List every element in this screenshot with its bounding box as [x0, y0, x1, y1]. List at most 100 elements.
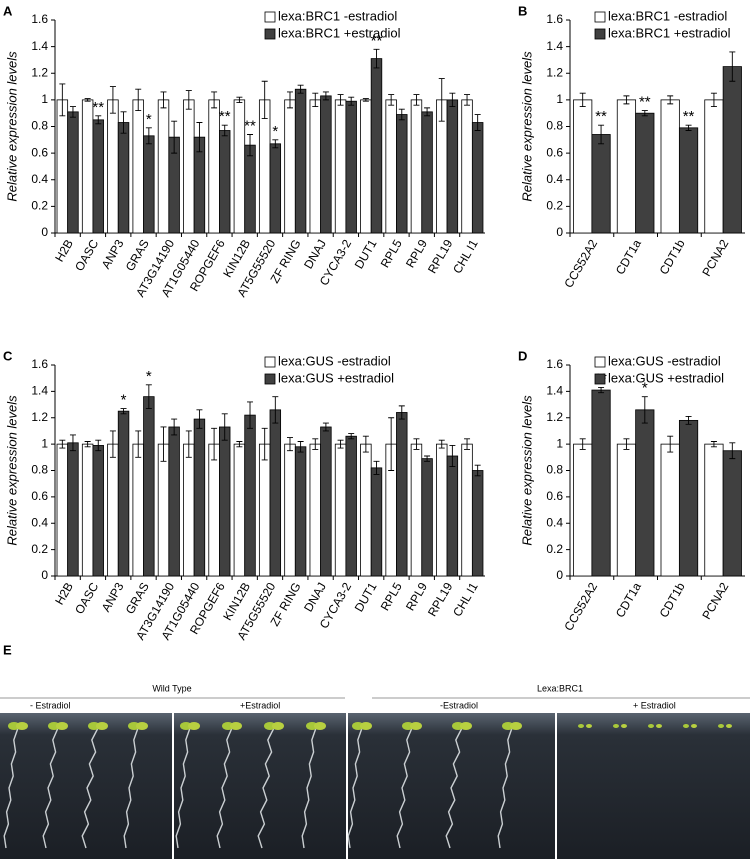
y-tick-label: 0.8	[546, 119, 563, 133]
error-bar	[464, 438, 471, 450]
bar	[56, 99, 69, 234]
y-tick-label: 1	[41, 92, 48, 106]
error-bar	[236, 96, 243, 103]
bar	[294, 446, 307, 577]
error-bar	[438, 78, 445, 122]
significance-label: **	[595, 108, 607, 125]
y-tick-label: 1.4	[31, 39, 48, 53]
error-bar	[667, 95, 674, 105]
x-tick-label: CDT1a	[613, 580, 644, 620]
bar	[81, 99, 94, 234]
root	[42, 727, 59, 849]
significance-label: **	[639, 93, 651, 110]
bar	[244, 414, 256, 577]
error-bar	[120, 408, 127, 415]
root	[216, 727, 233, 849]
bar	[269, 143, 282, 234]
error-bar	[221, 413, 228, 441]
y-axis-label: Relative expression levels	[519, 395, 534, 546]
error-bar	[398, 405, 405, 420]
bar	[704, 443, 724, 577]
x-tick-label: CCS52A2	[561, 580, 600, 633]
bar	[678, 419, 699, 577]
root	[347, 727, 363, 849]
x-tick-label: OASC	[72, 237, 101, 274]
panel-label: D	[518, 348, 527, 363]
error-bar	[160, 426, 167, 462]
y-tick-label: 1.2	[546, 65, 563, 79]
y-tick-label: 1.6	[546, 357, 563, 371]
error-bar	[598, 124, 605, 145]
error-bar	[667, 435, 674, 453]
error-bar	[185, 430, 192, 458]
root	[123, 727, 139, 849]
bar	[117, 122, 130, 234]
legend-label: lexa:BRC1 -estradiol	[608, 8, 727, 23]
error-bar	[211, 427, 218, 461]
bar	[471, 122, 484, 234]
legend-label: lexa:GUS +estradiol	[608, 370, 724, 385]
error-bar	[145, 384, 152, 409]
photo	[0, 713, 172, 859]
error-bar	[710, 441, 717, 448]
error-bar	[145, 127, 152, 145]
leaf	[510, 722, 522, 730]
bar	[635, 409, 655, 577]
y-tick-label: 1.4	[31, 384, 48, 398]
y-tick-label: 1	[556, 92, 563, 106]
bar	[396, 412, 408, 577]
error-bar	[160, 91, 167, 109]
bar	[410, 443, 423, 577]
error-bar	[95, 439, 102, 452]
error-bar	[398, 108, 405, 121]
error-bar	[373, 460, 380, 475]
leaf	[360, 722, 372, 730]
legend-swatch	[264, 11, 276, 23]
leaf	[460, 722, 472, 730]
bar	[143, 396, 155, 577]
y-tick-label: 0.6	[546, 489, 563, 503]
error-bar	[710, 92, 717, 107]
error-bar	[211, 91, 218, 109]
bar	[233, 99, 246, 234]
bar	[284, 99, 296, 234]
error-bar	[348, 96, 355, 106]
bar	[635, 112, 655, 234]
bar	[678, 127, 699, 234]
error-bar	[84, 98, 91, 102]
y-tick-label: 1.6	[546, 12, 563, 26]
error-bar	[388, 417, 395, 471]
error-bar	[413, 94, 420, 106]
condition-label: -Estradiol	[440, 700, 478, 710]
bar	[334, 443, 347, 577]
bar	[284, 443, 296, 577]
x-tick-label: DUT1	[352, 237, 380, 271]
condition-label: +Estradiol	[240, 700, 280, 710]
root	[301, 727, 317, 849]
leaf	[718, 724, 724, 728]
y-tick-label: 1.4	[546, 39, 563, 53]
leaf	[683, 724, 689, 728]
seedling-photos	[0, 713, 750, 859]
group-title: Wild Type	[152, 683, 191, 693]
error-bar	[120, 111, 127, 134]
significance-label: **	[92, 99, 104, 116]
error-bar	[579, 92, 586, 107]
significance-label: *	[642, 380, 648, 397]
x-tick-label: RPL5	[378, 237, 405, 270]
group-title: Lexa:BRC1	[537, 683, 583, 693]
error-bar	[261, 80, 268, 119]
leaf	[613, 724, 619, 728]
error-bar	[272, 396, 279, 424]
error-bar	[449, 444, 456, 467]
bar	[471, 470, 484, 577]
error-bar	[337, 439, 344, 449]
bar	[370, 58, 383, 234]
bar	[107, 443, 119, 577]
x-tick-label: H2B	[52, 580, 76, 607]
error-bar	[449, 92, 456, 107]
leaf	[586, 724, 592, 728]
bar	[132, 443, 144, 577]
leaf	[410, 722, 422, 730]
